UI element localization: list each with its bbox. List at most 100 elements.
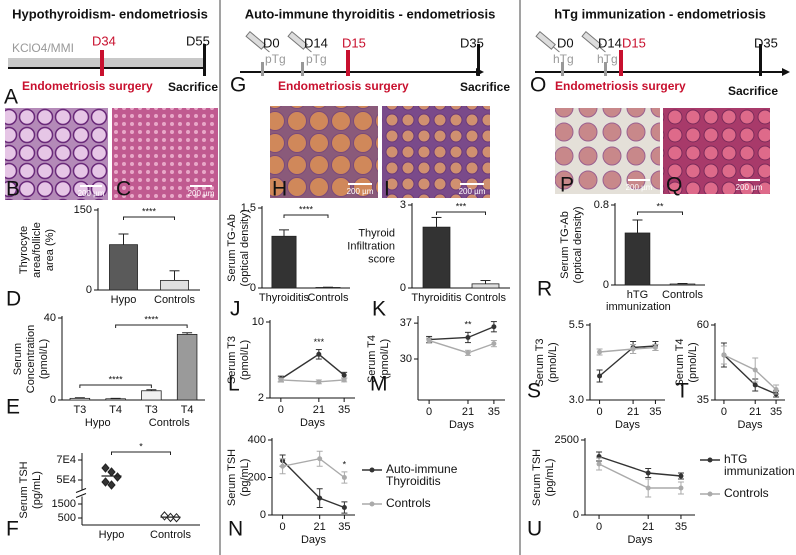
timeline-label: D0 [557, 35, 574, 50]
data-point [426, 338, 432, 344]
y-tick-label: 0 [603, 279, 609, 291]
x-tick-label: T3 [73, 404, 87, 416]
data-point [341, 372, 347, 378]
data-point [630, 346, 636, 352]
timeline-label: D14 [598, 35, 622, 50]
significance: ** [656, 201, 664, 211]
column-title: hTg immunization - endometriosis [554, 6, 766, 21]
series-line [428, 339, 495, 354]
y-axis-label: (pmol/L) [687, 342, 699, 382]
x-tick-label: Hypo [98, 529, 125, 541]
bar [109, 244, 138, 291]
y-axis-label: score [368, 253, 395, 265]
x-tick-label: 35 [488, 406, 500, 418]
x-tick-label: T4 [109, 404, 123, 416]
surgery-marker [100, 50, 104, 76]
data-point [645, 470, 651, 476]
y-tick-label: 3.0 [569, 394, 584, 406]
data-point [678, 473, 684, 479]
y-axis-label: (pmol/L) [239, 340, 251, 380]
significance: * [139, 441, 143, 451]
y-axis-label: Serum TSH [531, 449, 543, 506]
injection-marker [261, 62, 264, 76]
x-tick-label: 35 [338, 521, 350, 533]
significance-bracket [79, 384, 152, 388]
y-tick-label: 3 [400, 199, 406, 211]
group-label: Controls [148, 417, 190, 429]
y-axis-label: (optical density) [239, 209, 251, 286]
y-tick-label: 0 [50, 394, 56, 406]
data-point [596, 461, 602, 467]
histology-image [5, 108, 108, 200]
significance: *** [314, 337, 325, 347]
y-tick-label: 200 [248, 471, 266, 483]
panel-letter: T [676, 380, 689, 403]
x-tick-label: T4 [180, 404, 194, 416]
panel-letter: L [228, 373, 240, 396]
panel-letter: E [6, 396, 20, 419]
y-tick-label: 0 [250, 282, 256, 294]
significance-bracket [436, 211, 486, 215]
y-axis-label: (pg/mL) [239, 459, 251, 497]
data-point [113, 472, 122, 482]
x-tick-label: 21 [314, 521, 326, 533]
y-tick-label: 150 [74, 204, 92, 216]
y-tick-label: 0 [400, 282, 406, 294]
bar [271, 235, 297, 289]
x-tick-label: 35 [649, 406, 661, 418]
x-tick-label: 21 [462, 406, 474, 418]
y-axis-label: (pg/mL) [31, 471, 43, 509]
data-point [101, 477, 110, 487]
x-tick-label: 21 [627, 406, 639, 418]
bar [176, 333, 198, 401]
x-tick-label: Hypo [110, 294, 137, 306]
timeline-label: hTg [597, 52, 618, 66]
legend-label: Auto-immune Thyroiditis [386, 462, 458, 488]
data-point [317, 456, 323, 462]
panel-letter: A [4, 86, 18, 109]
bar [69, 397, 91, 401]
x-tick-label: Thyroiditis [411, 292, 462, 304]
scale-label: 200 µm [188, 189, 215, 198]
data-point [278, 377, 284, 383]
x-tick-label: 21 [642, 521, 654, 533]
series-line [282, 458, 345, 479]
x-tick-label: 0 [426, 406, 432, 418]
bar [624, 232, 651, 286]
y-axis-label: Serum T4 [366, 335, 378, 383]
timeline-label: hTg [553, 52, 574, 66]
panel-letter: C [116, 178, 131, 201]
bar [141, 390, 162, 401]
injection-marker [301, 62, 304, 76]
panel-letter: U [527, 518, 542, 541]
surgery-marker [619, 50, 623, 76]
x-tick-label: 21 [313, 404, 325, 416]
x-tick-label: 21 [749, 406, 761, 418]
timeline-label: KClO4/MMI [12, 41, 74, 55]
surgery-label: Endometriosis surgery [278, 79, 409, 93]
panel-letter: B [6, 178, 20, 201]
end-label: Sacrifice [168, 80, 218, 94]
y-tick-label: 60 [697, 319, 709, 331]
data-point [752, 382, 758, 388]
treatment-bar [8, 58, 203, 67]
data-point [645, 485, 651, 491]
y-tick-label: 1.5 [241, 202, 256, 214]
y-axis-label: Infiltration [347, 240, 395, 252]
data-point [160, 511, 169, 521]
surgery-marker [346, 50, 350, 76]
data-point [465, 334, 471, 340]
y-axis-label: Serum TSH [18, 461, 30, 518]
x-tick-label: Controls [150, 529, 191, 541]
panel-letter: N [228, 518, 243, 541]
panel-letter: P [560, 174, 574, 197]
y-axis-label: Serum TG-Ab [226, 214, 238, 282]
group-label: Hypo [84, 417, 111, 429]
arrowhead [782, 68, 790, 76]
series-line [723, 354, 777, 395]
x-tick-label: Thyroiditis [258, 292, 310, 304]
y-axis-label: (pmol/L) [38, 339, 50, 379]
series-line [599, 345, 656, 377]
timeline-label: D15 [342, 35, 366, 50]
